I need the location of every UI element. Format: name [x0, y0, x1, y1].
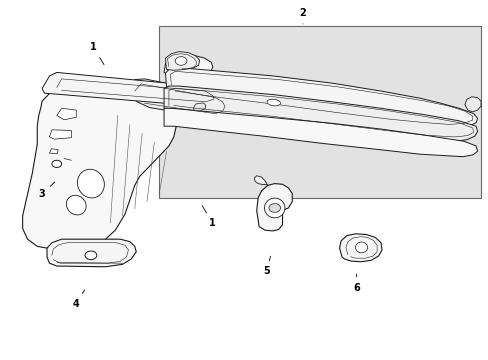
Text: 2: 2 — [299, 8, 306, 24]
Polygon shape — [57, 108, 76, 120]
Circle shape — [175, 57, 186, 65]
Polygon shape — [464, 97, 480, 112]
Ellipse shape — [77, 169, 104, 198]
Ellipse shape — [266, 99, 280, 106]
Polygon shape — [254, 176, 267, 185]
Polygon shape — [165, 51, 199, 70]
Polygon shape — [22, 81, 188, 250]
Polygon shape — [165, 67, 477, 128]
Polygon shape — [49, 130, 71, 139]
Ellipse shape — [66, 195, 86, 215]
Circle shape — [268, 204, 280, 212]
Text: 4: 4 — [73, 290, 84, 309]
Polygon shape — [193, 103, 205, 111]
Polygon shape — [49, 149, 58, 154]
Polygon shape — [163, 108, 477, 157]
Polygon shape — [256, 184, 292, 231]
Polygon shape — [163, 86, 477, 141]
Bar — [159, 26, 480, 198]
Circle shape — [85, 251, 97, 260]
Text: 5: 5 — [263, 256, 270, 276]
Text: 1: 1 — [90, 42, 104, 65]
Text: 6: 6 — [352, 274, 359, 293]
Polygon shape — [163, 55, 212, 77]
Ellipse shape — [355, 242, 367, 253]
Polygon shape — [165, 58, 180, 66]
Polygon shape — [42, 72, 222, 107]
Circle shape — [52, 160, 61, 167]
Polygon shape — [339, 234, 381, 262]
Text: 1: 1 — [202, 206, 216, 228]
Text: 3: 3 — [39, 182, 55, 199]
Ellipse shape — [264, 198, 285, 218]
Polygon shape — [47, 239, 136, 267]
Polygon shape — [127, 79, 232, 118]
